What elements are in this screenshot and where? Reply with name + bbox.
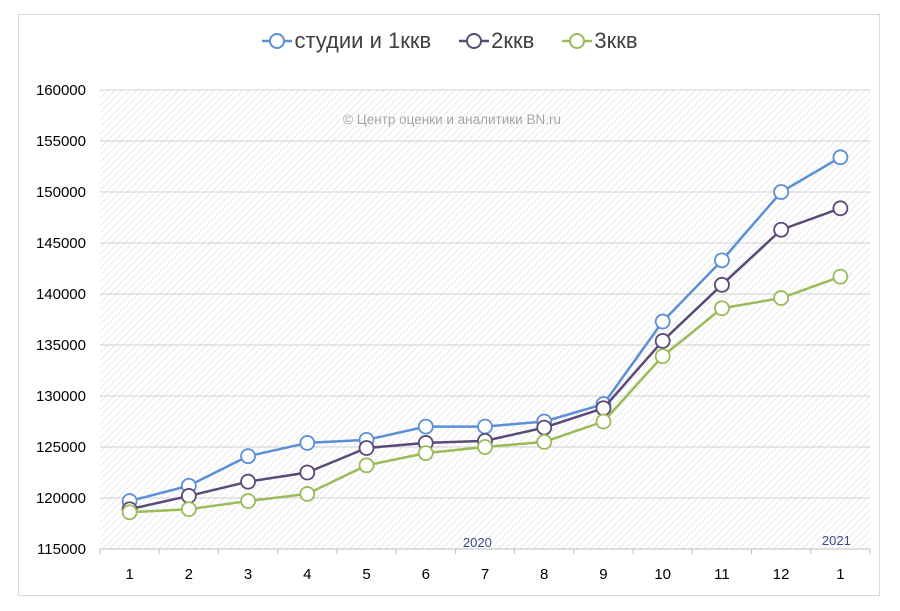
x-tick-label: 6 [422,566,430,583]
y-tick-label: 145000 [36,235,86,252]
data-point [477,418,493,435]
data-point [654,333,671,349]
watermark-text: © Центр оценки и аналитики BN.ru [343,112,561,127]
data-point [358,440,375,456]
legend-item-studios: студии и 1ккв [262,28,431,54]
y-tick-label: 115000 [37,541,86,558]
data-point [299,435,316,451]
data-point [595,413,612,430]
year-label-2021: 2021 [822,533,851,548]
x-tick-label: 1 [125,566,133,583]
x-tick-label: 3 [244,566,252,583]
legend-label-studios: студии и 1ккв [294,28,432,53]
data-point [714,252,730,269]
y-tick-label: 135000 [36,337,86,354]
data-point [121,504,138,521]
data-point [714,300,730,317]
data-point [773,290,790,306]
y-tick-label: 160000 [36,82,86,99]
data-point [654,348,671,365]
x-tick-label: 7 [481,566,489,583]
data-point [240,448,256,465]
plot-area [100,90,870,549]
x-tick-label: 4 [303,566,311,583]
legend-marker-2k [459,33,490,49]
data-point [595,400,612,417]
x-tick-label: 12 [773,566,790,583]
legend-marker-3k [562,33,593,49]
x-tick-label: 8 [540,566,548,583]
data-point [240,493,256,509]
data-point [417,418,434,435]
gridlines [100,89,870,499]
data-point [180,488,197,504]
x-tick-label: 9 [599,566,607,583]
data-point [299,486,316,502]
data-point [240,473,256,490]
y-tick-label: 155000 [36,133,86,150]
x-tick-label: 11 [714,566,730,583]
data-point [832,200,849,217]
data-point [536,433,553,450]
data-point [180,501,197,518]
x-axis: 1 2 3 4 5 6 7 8 9 10 11 12 1 [99,548,871,583]
x-tick-label: 10 [654,566,671,583]
x-tick-label: 2 [185,566,193,583]
legend-label-2k: 2ккв [491,28,535,53]
y-tick-label: 125000 [36,439,86,456]
y-tick-label: 140000 [36,286,86,303]
chart-legend: студии и 1ккв 2ккв 3ккв [0,28,900,54]
data-point [773,184,790,200]
legend-marker-studios [262,33,293,49]
data-point [832,268,849,285]
data-point [832,149,849,166]
y-tick-label: 130000 [36,388,86,405]
series-3 [121,268,849,521]
data-point [299,464,316,481]
x-tick-label: 1 [836,566,844,583]
y-tick-label: 150000 [36,184,86,201]
data-point [536,419,553,436]
y-tick-label: 120000 [36,490,86,507]
legend-item-2k: 2ккв [459,28,534,54]
year-label-2020: 2020 [463,535,492,550]
data-point [714,276,730,293]
series-group [121,149,849,521]
legend-label-3k: 3ккв [594,28,638,53]
legend-item-3k: 3ккв [562,28,638,54]
x-tick-label: 5 [362,566,370,583]
data-point [358,457,375,474]
data-point [773,221,790,238]
data-point [477,439,493,455]
y-axis: 115000 120000 125000 130000 135000 140000 1450… [36,82,86,558]
data-point [417,445,434,462]
data-point [654,313,671,330]
